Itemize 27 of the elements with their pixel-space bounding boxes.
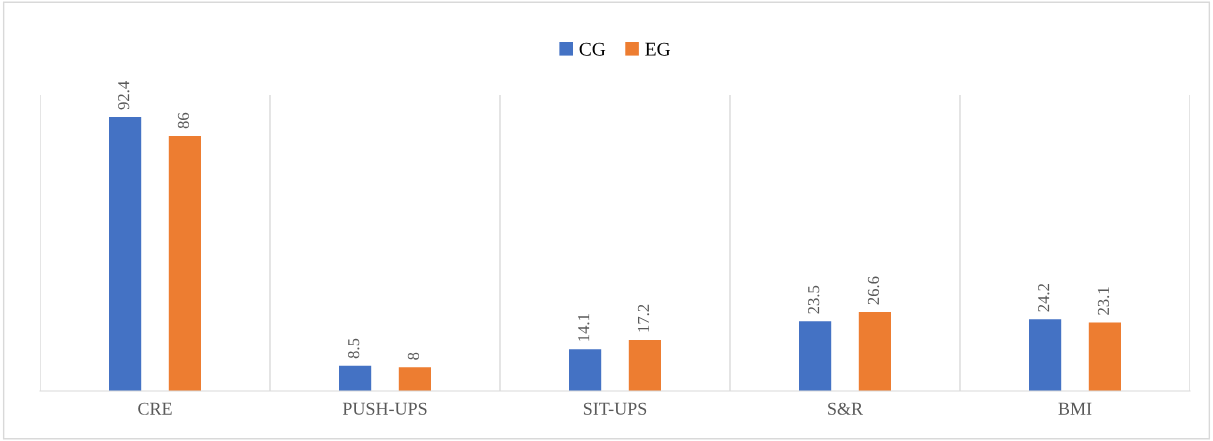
x-tick-label: CRE [138,402,172,415]
bar [1029,319,1062,391]
x-tick-label: BMI [1058,402,1092,415]
bar [858,312,891,391]
data-label: 23.1 [1097,287,1110,315]
data-label: 92.4 [118,81,130,110]
data-label: 24.2 [1038,284,1050,312]
x-tick-label: PUSH-UPS [342,402,427,415]
bar [109,116,142,391]
x-tick-label: S&R [828,402,864,415]
x-tick-label: SIT-UPS [583,402,647,415]
bar [569,349,602,391]
legend-label: EG [645,42,671,56]
data-label: 26.6 [867,276,880,305]
bar [339,365,372,391]
legend-label: CG [579,42,606,56]
data-label: 17.2 [637,304,650,332]
bar [168,135,201,391]
bar [628,339,661,391]
data-label: 86 [177,112,190,129]
data-label: 23.5 [808,285,820,314]
data-label: 8.5 [348,338,360,359]
bar [1088,322,1121,391]
data-label: 14.1 [578,314,590,341]
bar [799,321,832,391]
bar [398,367,431,391]
data-label: 8 [407,352,420,360]
